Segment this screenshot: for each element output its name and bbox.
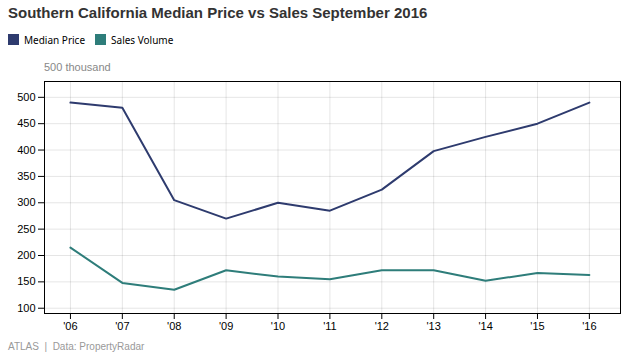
html-text:Median Price: Median Price bbox=[24, 32, 85, 47]
svg-text:150: 150 bbox=[17, 275, 35, 287]
svg-text:'16: '16 bbox=[582, 320, 596, 332]
svg-text:200: 200 bbox=[17, 249, 35, 261]
svg-text:'10: '10 bbox=[271, 320, 285, 332]
svg-text:'15: '15 bbox=[530, 320, 544, 332]
svg-text:'14: '14 bbox=[478, 320, 492, 332]
svg-text:400: 400 bbox=[17, 144, 35, 156]
svg-text:'09: '09 bbox=[219, 320, 233, 332]
svg-text:'12: '12 bbox=[375, 320, 389, 332]
svg-text:100: 100 bbox=[17, 302, 35, 314]
svg-text:500: 500 bbox=[17, 91, 35, 103]
html-text:Sales Volume: Sales Volume bbox=[111, 32, 174, 47]
svg-text:'13: '13 bbox=[427, 320, 441, 332]
html-text:ATLAS | Data: PropertyRadar: ATLAS | Data: PropertyRadar bbox=[8, 341, 145, 352]
svg-text:250: 250 bbox=[17, 223, 35, 235]
svg-text:450: 450 bbox=[17, 117, 35, 129]
html-text:Southern California Median Pri: Southern California Median Price vs Sale… bbox=[8, 4, 428, 21]
svg-text:300: 300 bbox=[17, 196, 35, 208]
html-text:500 thousand: 500 thousand bbox=[44, 61, 111, 73]
svg-text:'07: '07 bbox=[115, 320, 129, 332]
svg-text:350: 350 bbox=[17, 170, 35, 182]
svg-text:'11: '11 bbox=[323, 320, 337, 332]
svg-text:'08: '08 bbox=[167, 320, 181, 332]
svg-text:'06: '06 bbox=[63, 320, 77, 332]
